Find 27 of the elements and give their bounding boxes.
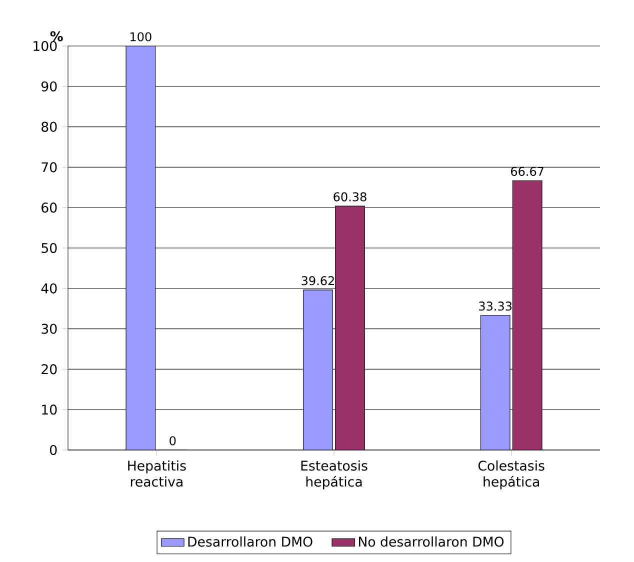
y-tick-label: 50 <box>42 242 57 254</box>
y-tick-label: 90 <box>41 81 57 92</box>
y-tick-label: 0 <box>50 444 57 456</box>
y-tick-label: 70 <box>42 162 57 172</box>
data-label: 60.38 <box>334 192 366 202</box>
bar <box>126 46 156 450</box>
y-tick-label: 80 <box>42 122 57 132</box>
legend-label: Desarrollaron DMO <box>188 536 312 547</box>
y-tick-label: 20 <box>42 364 57 374</box>
x-tick-label: Hepatitis reactiva <box>128 460 186 487</box>
data-label: 39.62 <box>302 276 334 286</box>
data-label: 100 <box>130 32 152 42</box>
y-tick-label: 40 <box>41 283 57 294</box>
y-tick-label: 10 <box>42 404 57 415</box>
bar <box>480 315 510 450</box>
y-tick-label: 100 <box>34 40 57 52</box>
data-label: 0 <box>170 436 176 446</box>
x-tick-label: Esteatosis hepática <box>301 460 368 490</box>
bar <box>512 180 542 450</box>
bar <box>303 290 333 450</box>
y-tick-label: 60 <box>42 202 57 213</box>
y-tick-label: 30 <box>42 324 57 334</box>
bar <box>335 206 365 450</box>
x-tick-label: Colestasis hepática <box>478 460 544 490</box>
y-axis-title: % <box>50 31 63 42</box>
legend-label: No desarrollaron DMO <box>358 536 504 547</box>
data-label: 33.33 <box>479 302 512 311</box>
